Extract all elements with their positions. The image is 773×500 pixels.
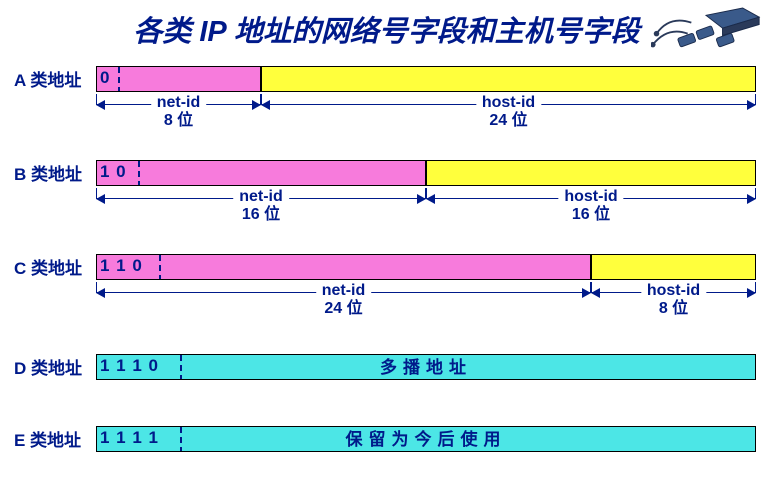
prefix-divider bbox=[118, 67, 120, 92]
dimension-bracket: host-id8 位 bbox=[591, 282, 756, 326]
dimension-label: host-id8 位 bbox=[641, 282, 706, 319]
prefix-bits: 1 1 1 0 bbox=[100, 356, 159, 376]
netid-segment: 1 0 bbox=[96, 160, 426, 186]
hostid-segment bbox=[591, 254, 756, 280]
dimension-label: host-id24 位 bbox=[476, 94, 541, 131]
prefix-bits: 1 0 bbox=[100, 162, 127, 182]
dimension-label: net-id24 位 bbox=[316, 282, 372, 319]
class-label: C 类地址 bbox=[14, 254, 90, 279]
address-bar: 1 1 1 1保留为今后使用 bbox=[96, 426, 756, 452]
multicast-segment: 1 1 1 0多播地址 bbox=[96, 354, 756, 380]
segment-body-label: 多播地址 bbox=[97, 355, 755, 380]
prefix-divider bbox=[159, 255, 161, 280]
class-label: E 类地址 bbox=[14, 426, 90, 451]
chip-decoration-icon bbox=[651, 6, 761, 54]
dimension-label: host-id16 位 bbox=[558, 188, 623, 225]
prefix-bits: 1 1 0 bbox=[100, 256, 143, 276]
address-bar: 1 0 bbox=[96, 160, 756, 186]
hostid-segment bbox=[261, 66, 756, 92]
class-label: A 类地址 bbox=[14, 66, 90, 91]
prefix-bits: 0 bbox=[100, 68, 110, 88]
diagram-title: 各类 IP 地址的网络号字段和主机号字段 bbox=[32, 8, 741, 50]
address-bar: 0 bbox=[96, 66, 756, 92]
dimension-label: net-id16 位 bbox=[233, 188, 289, 225]
prefix-divider bbox=[180, 427, 182, 452]
prefix-divider bbox=[138, 161, 140, 186]
dimension-bracket: net-id8 位 bbox=[96, 94, 261, 138]
dimension-label: net-id8 位 bbox=[151, 94, 207, 131]
class-label: B 类地址 bbox=[14, 160, 90, 185]
hostid-segment bbox=[426, 160, 756, 186]
netid-segment: 0 bbox=[96, 66, 261, 92]
class-label: D 类地址 bbox=[14, 354, 90, 379]
multicast-segment: 1 1 1 1保留为今后使用 bbox=[96, 426, 756, 452]
segment-body-label: 保留为今后使用 bbox=[97, 427, 755, 452]
prefix-bits: 1 1 1 1 bbox=[100, 428, 159, 448]
netid-segment: 1 1 0 bbox=[96, 254, 591, 280]
dimension-bracket: net-id24 位 bbox=[96, 282, 591, 326]
address-bar: 1 1 1 0多播地址 bbox=[96, 354, 756, 380]
dimension-bracket: net-id16 位 bbox=[96, 188, 426, 232]
dimension-bracket: host-id16 位 bbox=[426, 188, 756, 232]
address-bar: 1 1 0 bbox=[96, 254, 756, 280]
dimension-bracket: host-id24 位 bbox=[261, 94, 756, 138]
prefix-divider bbox=[180, 355, 182, 380]
